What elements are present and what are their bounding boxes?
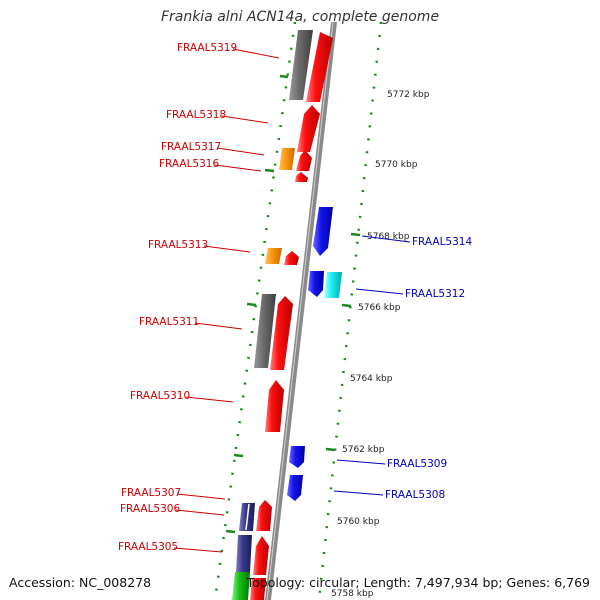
gene-label-frAAL5307[interactable]: FRAAL5307 bbox=[121, 487, 181, 499]
leader-line bbox=[355, 288, 404, 295]
gene-arrow-frAAL5305-navy[interactable] bbox=[236, 535, 252, 572]
gene-label-frAAL5305[interactable]: FRAAL5305 bbox=[118, 541, 178, 553]
gene-label-frAAL5308[interactable]: FRAAL5308 bbox=[385, 489, 445, 501]
leader-line bbox=[361, 235, 411, 243]
scale-label: 5758 kbp bbox=[331, 589, 374, 599]
gene-arrow-frAAL5317[interactable] bbox=[279, 148, 295, 170]
backbone-highlight bbox=[266, 21, 334, 600]
leader-line bbox=[221, 115, 269, 124]
gene-label-frAAL5309[interactable]: FRAAL5309 bbox=[387, 458, 447, 470]
leader-line bbox=[175, 509, 225, 516]
gene-label-frAAL5310[interactable]: FRAAL5310 bbox=[130, 390, 190, 402]
leader-line bbox=[232, 48, 280, 59]
gene-arrow-frAAL5310[interactable] bbox=[265, 380, 284, 432]
scale-label: 5760 kbp bbox=[337, 517, 380, 527]
scale-label: 5768 kbp bbox=[367, 232, 410, 242]
scale-label: 5770 kbp bbox=[375, 160, 418, 170]
gene-arrow-frAAL5313-orange[interactable] bbox=[265, 248, 282, 264]
gene-arrow-frAAL5313[interactable] bbox=[284, 251, 299, 265]
leader-line bbox=[203, 245, 251, 253]
gene-arrow-frAAL5311-gray[interactable] bbox=[254, 294, 276, 368]
scale-tick bbox=[233, 453, 244, 458]
gene-label-frAAL5313[interactable]: FRAAL5313 bbox=[148, 239, 208, 251]
gene-label-frAAL5318[interactable]: FRAAL5318 bbox=[166, 109, 226, 121]
scale-tick bbox=[325, 447, 336, 452]
gene-arrow-frAAL5316[interactable] bbox=[296, 150, 312, 171]
gene-arrow-frAAL5318[interactable] bbox=[297, 105, 320, 152]
leader-line bbox=[176, 493, 226, 500]
gene-arrow-frAAL5316b[interactable] bbox=[295, 172, 308, 182]
scale-label: 5762 kbp bbox=[342, 445, 385, 455]
gene-arrow-frAAL5312[interactable] bbox=[324, 272, 342, 298]
leader-line bbox=[336, 459, 386, 465]
leader-line bbox=[333, 490, 384, 496]
scale-tick bbox=[264, 168, 275, 173]
gene-label-frAAL5316[interactable]: FRAAL5316 bbox=[159, 158, 219, 170]
scale-label: 5764 kbp bbox=[350, 374, 393, 384]
gene-arrow-frAAL5308[interactable] bbox=[287, 475, 303, 501]
genome-backbone bbox=[265, 22, 337, 600]
map-title: Frankia alni ACN14a, complete genome bbox=[160, 9, 440, 25]
gene-arrow-green[interactable] bbox=[232, 572, 250, 600]
scale-label: 5766 kbp bbox=[358, 303, 401, 313]
gene-arrow-frAAL5306[interactable] bbox=[256, 500, 272, 531]
gene-stripe bbox=[245, 503, 250, 531]
scale-tick bbox=[279, 74, 289, 79]
scale-label: 5772 kbp bbox=[387, 90, 430, 100]
gene-arrow-frAAL5319[interactable] bbox=[306, 32, 333, 102]
leader-line bbox=[173, 547, 223, 553]
gene-label-frAAL5314[interactable]: FRAAL5314 bbox=[412, 236, 472, 248]
gene-arrow-frAAL5312-blue[interactable] bbox=[308, 271, 324, 297]
leader-line bbox=[216, 147, 265, 156]
gene-arrow-frAAL5305[interactable] bbox=[253, 536, 269, 575]
gene-label-frAAL5312[interactable]: FRAAL5312 bbox=[405, 288, 465, 300]
gene-label-frAAL5311[interactable]: FRAAL5311 bbox=[139, 316, 199, 328]
accession-label: Accession: NC_008278 bbox=[9, 575, 152, 590]
gene-arrow-frAAL5319-gray[interactable] bbox=[289, 30, 313, 100]
gene-arrow-frAAL5314[interactable] bbox=[313, 207, 333, 256]
gene-arrow-frAAL5309[interactable] bbox=[289, 446, 305, 468]
topology-label: Topology: circular; Length: 7,497,934 bp… bbox=[246, 575, 590, 590]
leader-line bbox=[185, 396, 234, 403]
scale-tick bbox=[341, 303, 352, 308]
gene-label-frAAL5306[interactable]: FRAAL5306 bbox=[120, 503, 180, 515]
scale-tick bbox=[225, 529, 236, 534]
leader-line bbox=[214, 164, 262, 172]
scale-tick bbox=[246, 302, 257, 307]
leader-line bbox=[194, 322, 243, 330]
gene-arrow-frAAL5311[interactable] bbox=[270, 296, 293, 370]
gene-label-frAAL5317[interactable]: FRAAL5317 bbox=[161, 141, 221, 153]
gene-label-frAAL5319[interactable]: FRAAL5319 bbox=[177, 42, 237, 54]
gene-arrow-bottom-red[interactable] bbox=[250, 578, 266, 600]
scale-tick bbox=[350, 232, 361, 237]
